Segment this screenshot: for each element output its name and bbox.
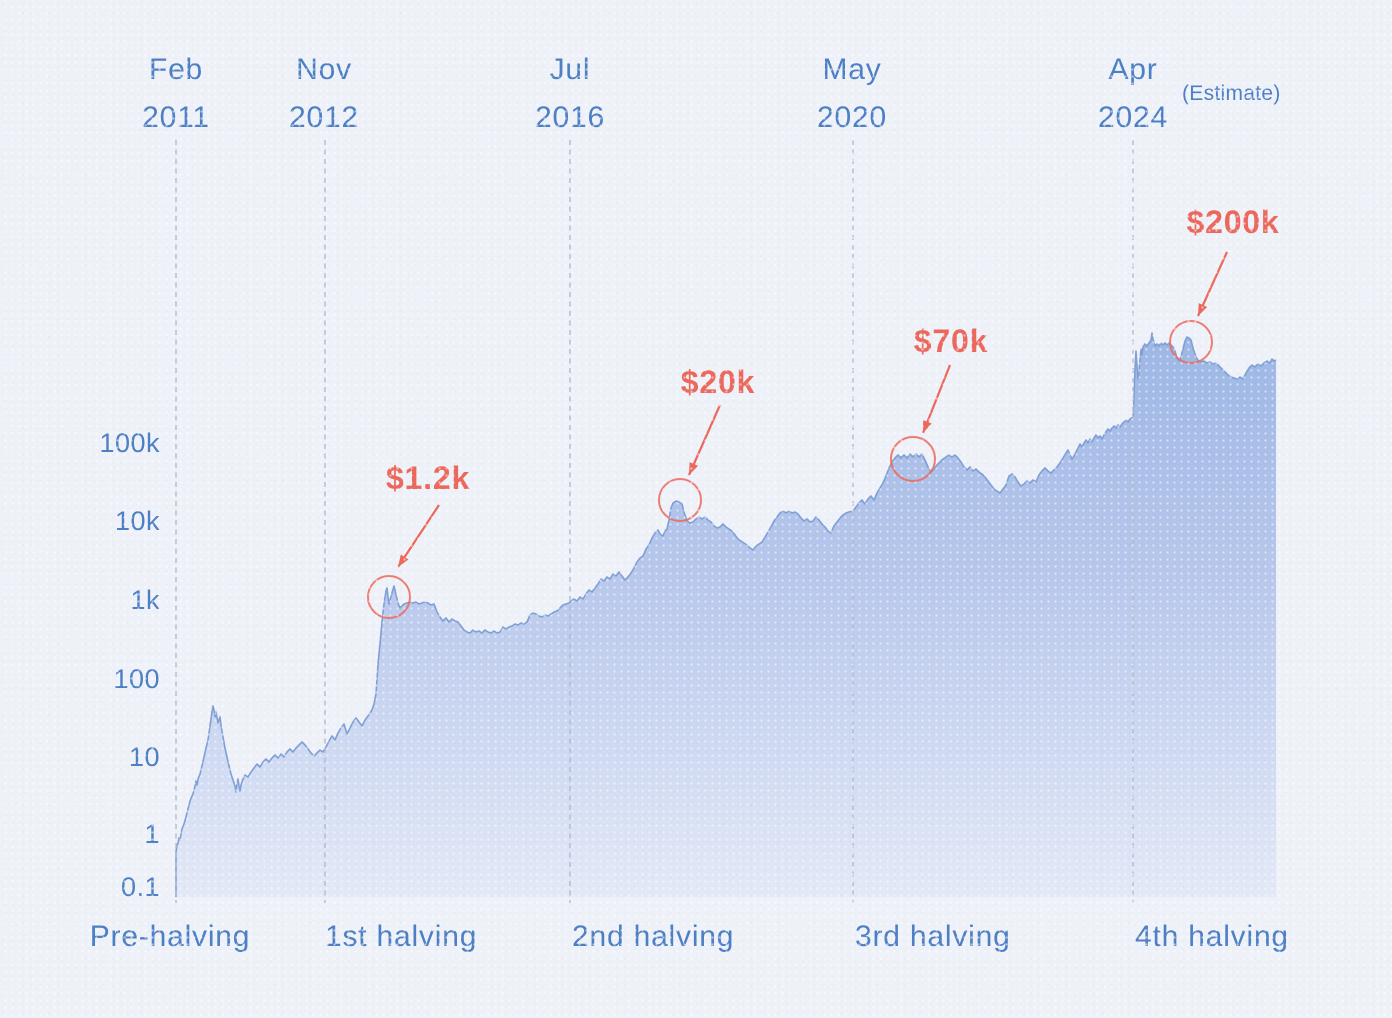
annotation-arrowhead-icon [398, 554, 409, 567]
annotation-peak-circle [367, 575, 411, 619]
annotation-arrowhead-icon [1198, 303, 1208, 316]
annotation-arrowhead-icon [923, 420, 932, 433]
annotation-arrow-line [687, 404, 722, 476]
price-line [175, 332, 1277, 897]
annotation-peak-circle [658, 478, 702, 522]
price-area [176, 333, 1276, 897]
annotation-arrowhead-icon [689, 462, 699, 475]
annotation-peak-circle [890, 436, 936, 482]
annotation-peak-circle [1169, 320, 1213, 364]
annotation-arrow-line [921, 364, 952, 434]
annotation-arrow-line [397, 504, 440, 568]
